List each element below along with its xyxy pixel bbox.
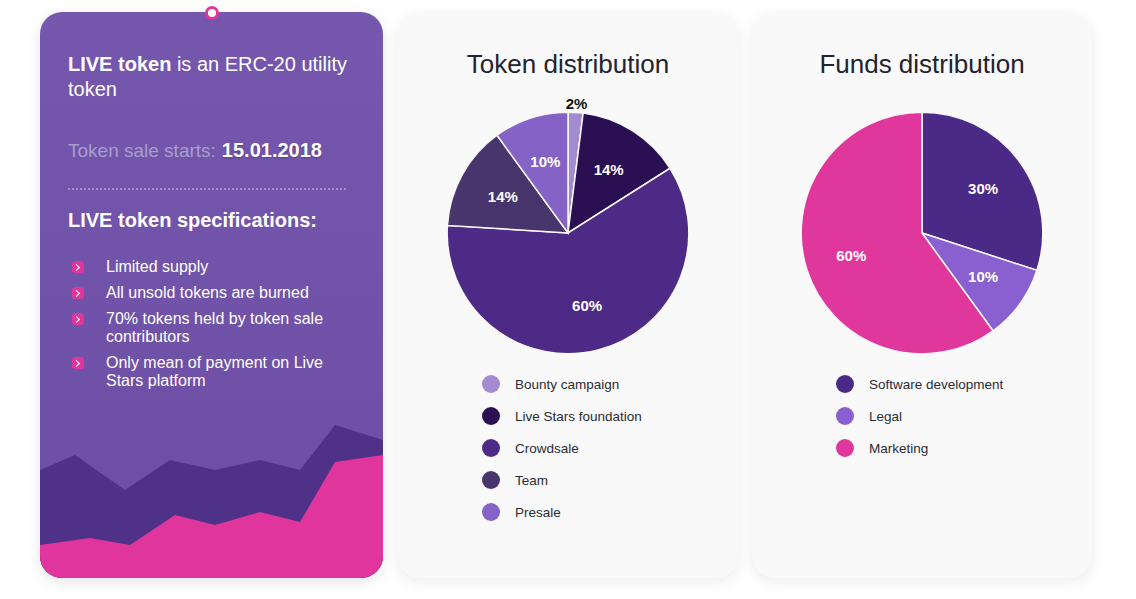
- html-text:Only mean of payment on Live S: Only mean of payment on Live Stars platf…: [106, 354, 323, 389]
- svg-text:30%: 30%: [968, 180, 998, 197]
- html-text:70% tokens held by token sale: 70% tokens held by token sale contributo…: [106, 310, 323, 345]
- html-text:Legal: Legal: [869, 408, 902, 424]
- html-text:Team: Team: [515, 472, 548, 488]
- svg-text:14%: 14%: [488, 188, 518, 205]
- html-text:Funds distribution: Funds distribution: [819, 49, 1025, 79]
- html-text:Token distribution: Token distribution: [466, 49, 670, 79]
- html-text:Crowdsale: Crowdsale: [515, 440, 579, 456]
- svg-text:2%: 2%: [566, 95, 588, 112]
- html-text:Software development: Software development: [869, 376, 1004, 392]
- svg-text:10%: 10%: [530, 153, 560, 170]
- svg-text:14%: 14%: [594, 161, 624, 178]
- svg-text:60%: 60%: [836, 247, 866, 264]
- svg-text:10%: 10%: [968, 268, 998, 285]
- svg-text:60%: 60%: [572, 297, 602, 314]
- html-text:Limited supply: Limited supply: [106, 258, 209, 275]
- html-text:Marketing: Marketing: [869, 440, 929, 456]
- html-text:LIVE token specifications:: LIVE token specifications:: [68, 209, 317, 231]
- html-text:Live Stars foundation: Live Stars foundation: [515, 408, 642, 424]
- html-text:Bounty campaign: Bounty campaign: [515, 376, 620, 392]
- html-text:All unsold tokens are burned: All unsold tokens are burned: [106, 284, 309, 301]
- html-text:LIVE token is an ERC-20 utilit: LIVE token is an ERC-20 utility token: [68, 53, 347, 100]
- html-text:Token sale starts: 15.01.2018: Token sale starts: 15.01.2018: [68, 139, 322, 161]
- html-text:Presale: Presale: [515, 504, 561, 520]
